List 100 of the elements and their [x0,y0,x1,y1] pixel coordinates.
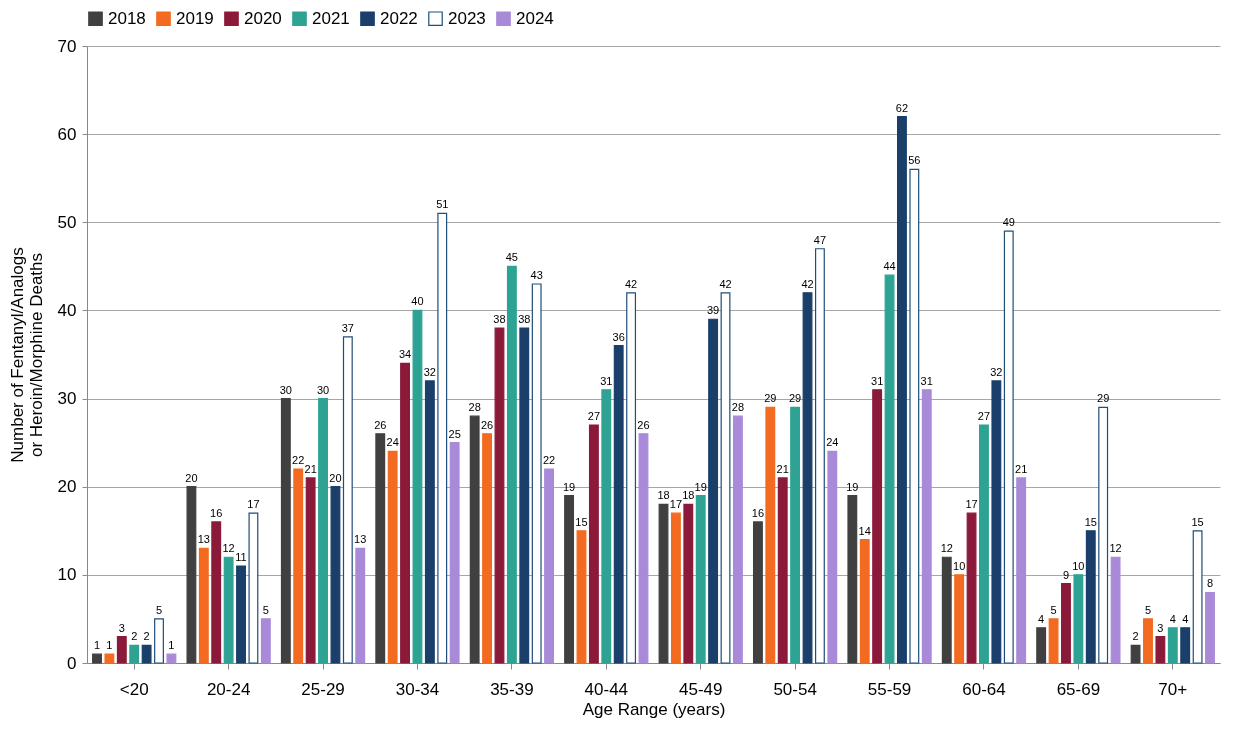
y-tick-label: 50 [57,212,77,232]
bar [814,248,825,664]
data-label: 20 [185,471,198,484]
x-tick-label: 30-34 [395,679,440,699]
bar [330,486,341,664]
data-label: 24 [826,436,839,449]
data-label: 5 [262,603,269,616]
bar [1061,583,1071,664]
data-label: 19 [562,480,576,493]
bar [211,521,222,664]
bar [1003,230,1014,664]
data-label: 20 [329,471,342,484]
bar [601,389,612,664]
bar [186,486,197,664]
data-label: 28 [468,401,481,414]
bar [695,494,706,664]
bar [658,503,669,664]
data-label: 1 [168,639,175,652]
data-label: 32 [990,365,1003,378]
x-tick-label: 55-59 [867,679,912,699]
bar [1180,627,1191,664]
data-label: 13 [354,533,367,546]
bar [375,433,386,664]
data-label: 19 [694,480,707,493]
bar [1016,477,1027,664]
bar [613,345,624,664]
bar [859,539,870,664]
bar [576,530,587,664]
bar [104,653,115,664]
data-label: 44 [883,260,896,273]
bar [979,424,989,664]
bar [1110,556,1121,664]
bar [494,327,505,664]
data-label: 2 [131,630,138,643]
x-axis-title: Age Range (years) [582,699,726,719]
data-label: 12 [940,542,953,555]
data-label: 31 [920,374,933,387]
data-label: 26 [637,418,650,431]
data-label: 29 [764,392,777,405]
bar [1192,530,1203,664]
bar [966,512,977,664]
bar [1073,574,1084,664]
bar [342,336,353,664]
bar [412,309,423,664]
data-label: 3 [118,621,125,634]
data-label: 22 [292,454,305,467]
data-label: 16 [751,506,765,519]
data-label: 21 [304,462,317,475]
x-tick-label: 60-64 [962,679,1006,699]
bar [248,512,259,664]
bar [92,653,102,664]
bar [765,406,776,664]
legend-label: 2019 [176,8,214,28]
data-label: 16 [210,506,223,519]
bar [424,380,435,664]
data-label: 15 [1191,515,1204,528]
data-label: 8 [1206,577,1214,590]
bar [1205,591,1215,664]
legend-label: 2022 [380,8,418,28]
data-label: 42 [719,277,732,290]
x-tick-label: 25-29 [301,679,345,699]
y-tick-label: 60 [57,124,77,144]
data-label: 4 [1182,612,1189,625]
data-label: 29 [789,392,802,405]
x-tick-label: 70+ [1158,679,1188,699]
bar [847,494,858,664]
data-label: 38 [493,313,506,326]
y-tick-label: 70 [57,36,77,56]
legend-label: 2024 [516,8,554,28]
data-label: 26 [374,418,387,431]
bar [506,265,517,664]
y-tick-label: 40 [57,300,77,320]
data-label: 15 [575,515,588,528]
bar [1130,644,1141,664]
bar [1098,406,1109,664]
bar [318,397,328,664]
bar [293,468,304,664]
x-tick-label: 65-69 [1056,679,1101,699]
bar [777,477,788,664]
bar [387,450,398,664]
bar [564,494,575,664]
bar [626,292,637,664]
bar [519,327,530,664]
bar [708,318,719,664]
x-tick-label: 50-54 [773,679,817,699]
data-label: 21 [776,462,789,475]
bar [1167,627,1178,664]
data-label: 42 [801,277,814,290]
data-label: 11 [235,551,247,564]
data-label: 27 [587,410,601,423]
data-label: 3 [1157,621,1164,634]
bar [732,415,743,664]
data-label: 62 [895,101,909,114]
bar [223,556,234,664]
bar [941,556,952,664]
data-label: 15 [1084,515,1097,528]
data-label: 42 [624,277,638,290]
y-axis-title: Number of Fentanyl/Analogs or Heroin/Morphine Deaths [7,247,46,463]
bar [752,521,763,664]
data-label: 17 [965,498,978,511]
